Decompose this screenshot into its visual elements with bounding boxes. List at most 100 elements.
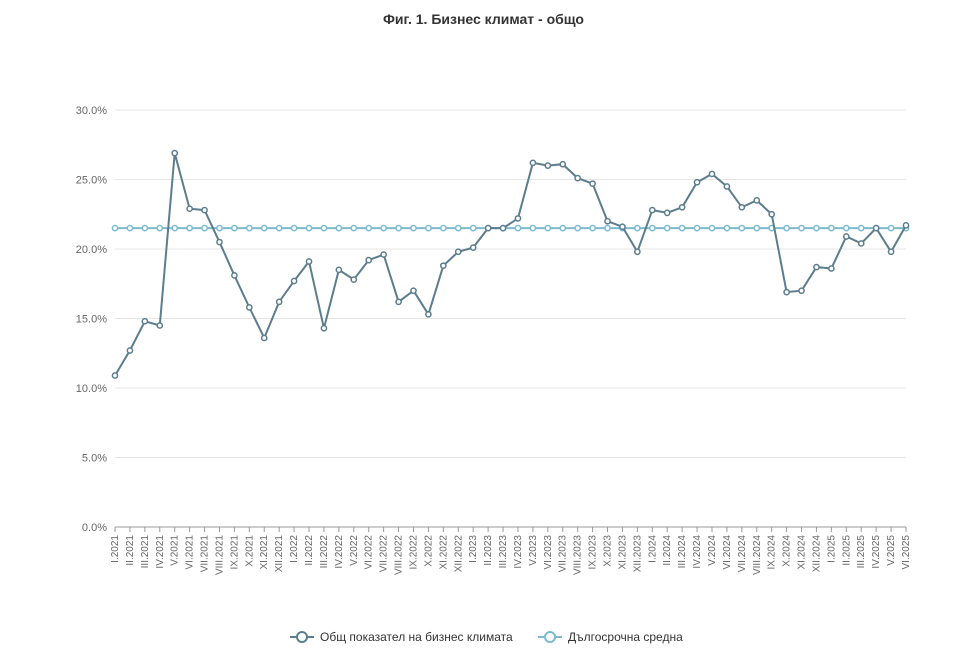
data-point [872,224,880,232]
x-tick-label: XII.2023 [632,535,643,573]
x-tick-label: I.2025 [826,535,837,563]
data-point [887,248,895,256]
x-tick-label: VI.2024 [722,535,733,570]
data-point [290,277,298,285]
x-tick-label: VI.2021 [185,535,196,570]
x-tick-label: I.2023 [468,535,479,563]
data-point [216,238,223,246]
data-point [574,224,582,232]
data-point [245,224,253,232]
data-point [604,217,611,225]
x-tick-label: VIII.2022 [394,535,405,575]
data-point [529,224,537,232]
data-point [111,372,119,379]
data-point [828,224,835,232]
legend-item-business-climate: Общ показател на бизнес климата [290,630,513,644]
data-point [439,224,447,232]
x-tick-label: X.2022 [423,535,434,567]
data-point [484,224,492,232]
data-point [857,224,865,232]
data-point [380,251,387,258]
x-tick-label: II.2021 [125,535,136,566]
data-point [559,160,567,168]
x-tick-label: XI.2024 [797,535,808,570]
x-tick-label: XII.2021 [274,535,285,573]
data-point [723,183,731,190]
data-point [619,223,626,231]
y-tick-label: 30.0% [76,105,107,117]
x-tick-label: IV.2022 [334,535,345,569]
data-point [723,224,731,232]
data-point [156,224,164,232]
series-long-term-average [111,224,910,232]
x-tick-label: IX.2022 [408,535,419,570]
x-tick-label: I.2022 [289,535,300,563]
x-tick-label: X.2021 [244,535,255,567]
data-point [887,224,895,232]
data-point [141,224,149,232]
data-point [171,149,179,157]
data-point [768,210,776,218]
data-point [126,347,134,354]
x-tick-label: III.2022 [319,535,330,569]
data-point [708,170,716,178]
data-point [231,272,238,279]
data-point [111,224,119,232]
x-tick-label: III.2025 [856,535,867,569]
data-point [529,159,537,167]
chart-title: Фиг. 1. Бизнес климат - общо [382,11,584,27]
data-point [813,224,820,232]
x-tick-label: XI.2021 [259,535,270,570]
data-point [828,265,835,272]
data-point [260,224,268,232]
data-point [798,287,805,295]
data-point [813,263,820,271]
data-point [260,334,268,342]
data-point [559,224,567,232]
y-tick-label: 25.0% [76,175,107,187]
x-tick-label: VI.2025 [901,535,912,570]
data-point [201,224,208,232]
x-tick-label: IV.2021 [155,535,166,569]
legend-item-long-term-average: Дългосрочна средна [538,630,683,644]
data-point [335,224,343,232]
x-tick-label: XI.2022 [438,535,449,570]
data-point [469,224,477,232]
data-point [648,206,656,214]
data-point [842,233,850,240]
x-tick-label: II.2022 [304,535,315,566]
data-point [395,224,402,232]
data-point [783,288,790,296]
data-point [231,224,238,232]
data-point [693,178,701,186]
data-point [753,197,761,204]
data-point [290,224,298,232]
x-tick-label: VIII.2021 [214,535,225,575]
data-point [186,224,193,232]
data-point [544,224,552,232]
data-point [693,224,701,232]
data-point [425,310,432,318]
data-point [395,298,402,306]
data-point [141,317,149,325]
data-point [380,224,387,232]
data-point [842,224,850,232]
data-point [186,205,193,213]
x-tick-label: XII.2022 [453,535,464,573]
x-tick-label: II.2025 [841,535,852,566]
data-point [574,174,582,182]
data-point [454,224,462,232]
x-tick-label: IV.2025 [871,535,882,569]
data-point [648,224,656,232]
data-point [678,203,686,211]
data-point [514,215,522,222]
x-tick-label: IX.2023 [588,535,599,570]
x-tick-label: X.2024 [782,535,793,567]
data-point [604,224,611,232]
data-point [320,324,328,332]
data-point [365,224,373,232]
x-tick-label: III.2024 [677,535,688,569]
x-tick-label: I.2024 [647,535,658,563]
data-point [663,224,671,232]
y-tick-label: 0.0% [82,522,107,534]
